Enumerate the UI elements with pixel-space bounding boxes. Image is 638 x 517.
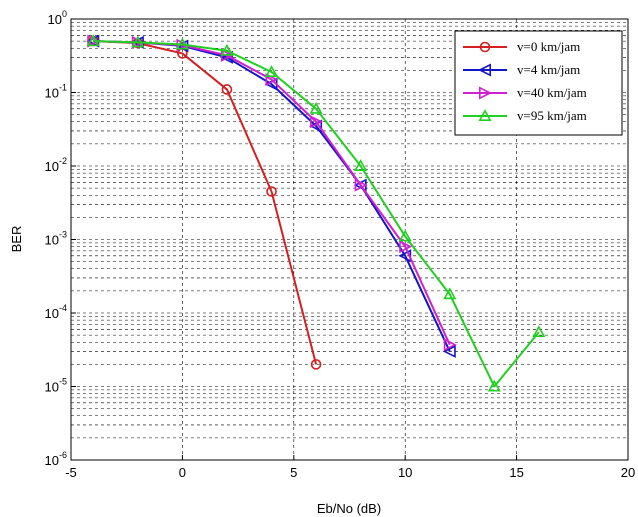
data-point-marker <box>398 229 412 242</box>
data-point-marker <box>310 359 322 370</box>
data-point-marker <box>354 178 368 192</box>
data-point-marker <box>310 115 324 129</box>
data-point-marker <box>175 37 189 50</box>
y-axis-label: BER <box>9 226 24 253</box>
y-tick-label: 10-4 <box>45 303 67 321</box>
y-tick-label: 10-5 <box>45 377 67 395</box>
data-point-marker <box>309 101 323 114</box>
data-point-marker <box>487 379 501 392</box>
data-point-marker <box>443 287 457 300</box>
legend-label: v=4 km/jam <box>517 62 580 77</box>
data-point-marker <box>443 338 457 352</box>
y-tick-label: 10-1 <box>45 83 67 101</box>
legend-swatch-marker <box>478 86 492 100</box>
x-tick-label: 20 <box>621 465 635 480</box>
x-tick-label: -5 <box>65 465 77 480</box>
data-point-marker <box>266 186 277 197</box>
legend-swatch-marker <box>478 109 492 121</box>
y-tick-label: 10-2 <box>45 156 67 174</box>
data-point-marker <box>442 344 456 358</box>
legend-swatch-marker <box>478 63 492 77</box>
y-tick-label: 100 <box>48 9 67 27</box>
data-point-marker <box>354 159 368 171</box>
legend-label: v=95 km/jam <box>517 108 587 123</box>
y-tick-label: 10-6 <box>45 450 67 468</box>
data-point-marker <box>399 240 413 254</box>
legend: v=0 km/jam v=4 km/jam v=40 km/jam v=95 km/j… <box>454 30 623 136</box>
data-point-marker <box>87 34 101 48</box>
data-point-marker <box>86 34 100 47</box>
series-group <box>86 34 546 392</box>
x-tick-label: 0 <box>179 465 186 480</box>
x-tick-label: 10 <box>398 465 412 480</box>
legend-entry: v=40 km/jam <box>463 85 587 100</box>
x-tick-label: 5 <box>290 465 297 480</box>
legend-entry: v=4 km/jam <box>463 62 580 77</box>
data-point-marker <box>264 65 279 77</box>
legend-label: v=40 km/jam <box>517 85 587 100</box>
data-point-marker <box>220 43 234 56</box>
series-3 <box>86 34 546 392</box>
data-point-marker <box>221 84 233 95</box>
legend-entry: v=95 km/jam <box>463 108 587 123</box>
legend-label: v=0 km/jam <box>517 39 580 54</box>
x-tick-label: 15 <box>509 465 523 480</box>
x-axis-label: Eb/No (dB) <box>317 501 381 516</box>
data-point-marker <box>532 325 546 338</box>
legend-box <box>454 30 623 136</box>
legend-swatch-marker <box>479 41 491 53</box>
data-point-marker <box>131 35 145 48</box>
series-line <box>93 40 540 388</box>
legend-entry: v=0 km/jam <box>463 39 580 54</box>
axis-ticks: -5 0 5 10 15 20 10-6 10-5 10-4 10-3 10-2 10-1 100 <box>45 9 636 480</box>
y-tick-label: 10-3 <box>45 230 67 248</box>
